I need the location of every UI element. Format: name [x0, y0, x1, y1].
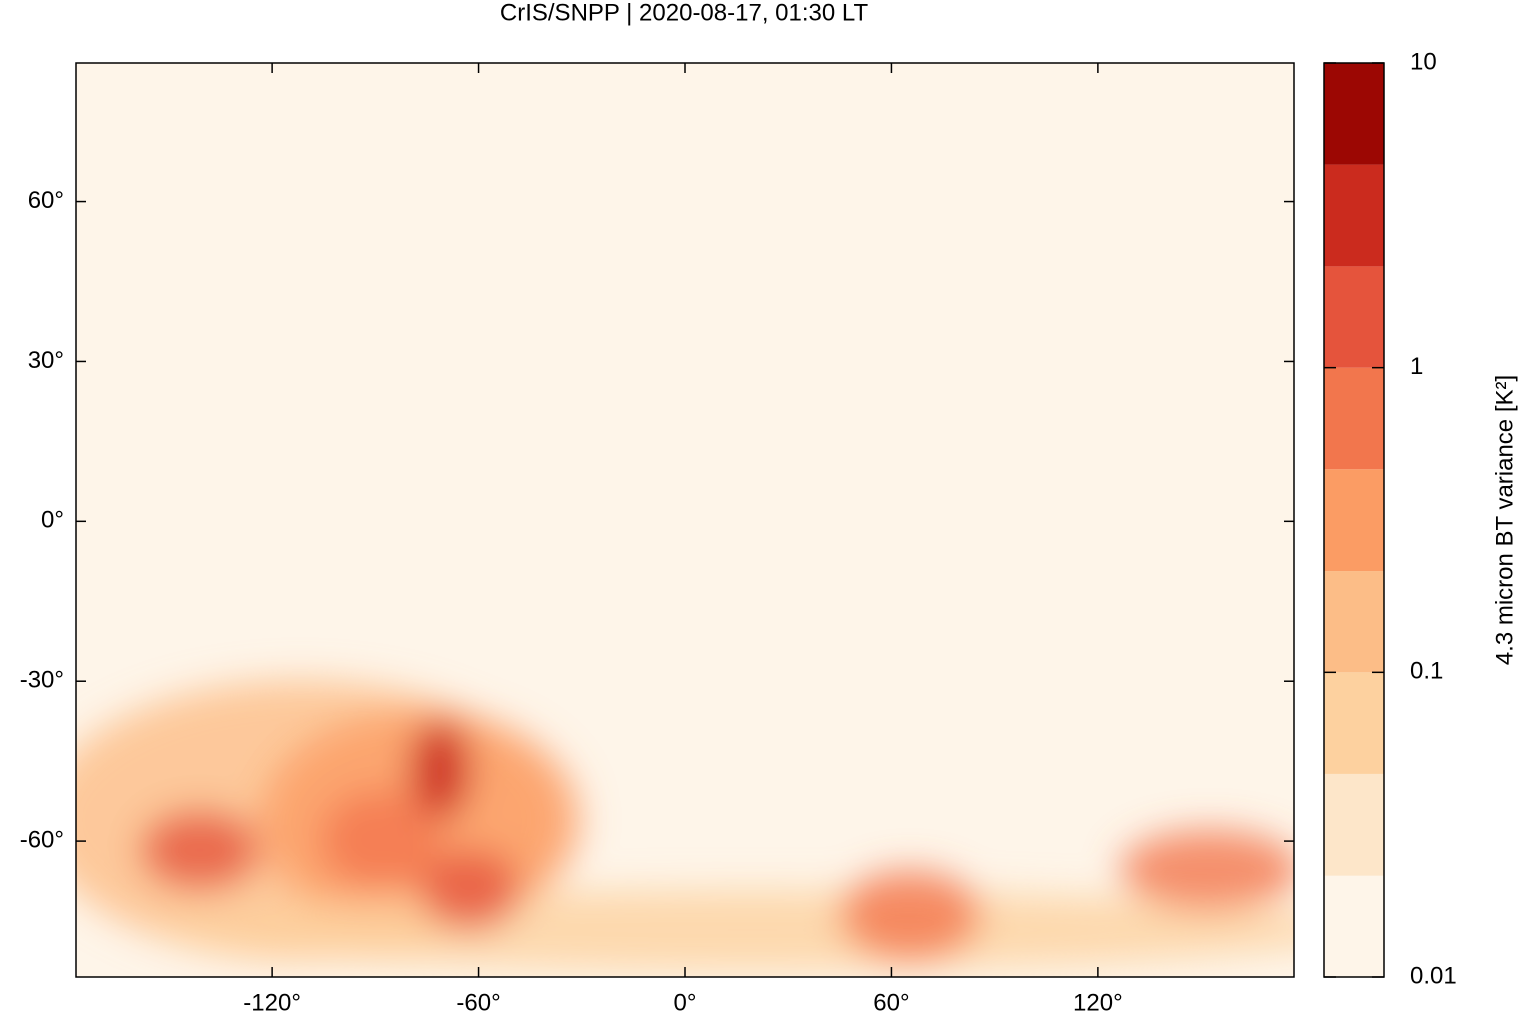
colorbar-band [1324, 672, 1384, 774]
x-tick-label: 60° [873, 989, 909, 1016]
y-tick-label: -60° [20, 826, 64, 853]
colorbar-band [1324, 875, 1384, 977]
colorbar-band [1324, 773, 1384, 876]
colorbar-band [1324, 164, 1384, 267]
colorbar-band [1324, 63, 1384, 165]
colorbar-band [1324, 469, 1384, 572]
colorbar-band [1324, 266, 1384, 368]
colorbar-tick-label: 10 [1410, 48, 1437, 75]
colorbar-band [1324, 571, 1384, 673]
x-tick-label: 0° [674, 989, 697, 1016]
field-pattern [76, 680, 1294, 970]
colorbar-label: 4.3 micron BT variance [K²] [1491, 375, 1518, 665]
x-tick-label: -120° [243, 989, 301, 1016]
y-tick-label: 30° [28, 347, 64, 374]
colorbar-frame [1323, 62, 1385, 978]
x-tick-label: 120° [1073, 989, 1123, 1016]
y-tick-label: -30° [20, 667, 64, 694]
y-tick-label: 0° [41, 507, 64, 534]
colorbar-tick-label: 1 [1410, 353, 1423, 380]
y-tick-label: 60° [28, 187, 64, 214]
colorbar-band [1324, 367, 1384, 470]
chart-title: CrIS/SNPP | 2020-08-17, 01:30 LT [500, 0, 869, 26]
colorbar-tick-label: 0.1 [1410, 658, 1443, 685]
colorbar-tick-label: 0.01 [1410, 962, 1457, 989]
x-tick-label: -60° [456, 989, 500, 1016]
